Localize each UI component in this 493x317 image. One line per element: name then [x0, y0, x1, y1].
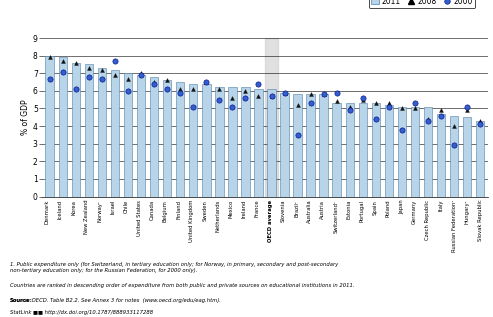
Text: StatLink ■■ http://dx.doi.org/10.1787/888933117288: StatLink ■■ http://dx.doi.org/10.1787/88… — [10, 310, 153, 315]
Y-axis label: % of GDP: % of GDP — [21, 100, 30, 135]
Text: OECD average: OECD average — [268, 200, 273, 242]
Bar — [176, 82, 184, 197]
Text: 1. Public expenditure only (for Switzerland, in tertiary education only; for Nor: 1. Public expenditure only (for Switzerl… — [10, 262, 338, 273]
Bar — [202, 84, 211, 197]
Text: Source:: Source: — [10, 298, 33, 303]
Bar — [189, 84, 198, 197]
Bar — [398, 107, 406, 197]
Text: Austria: Austria — [320, 200, 325, 219]
Bar — [358, 103, 367, 197]
Bar — [424, 107, 432, 197]
Text: Switzerland¹: Switzerland¹ — [333, 200, 339, 233]
Text: Korea: Korea — [71, 200, 76, 215]
Bar — [124, 73, 132, 197]
Bar — [241, 87, 249, 197]
Text: Israel: Israel — [110, 200, 115, 214]
Text: New Zealand: New Zealand — [84, 200, 89, 234]
Text: Estonia: Estonia — [347, 200, 352, 219]
Bar — [476, 121, 485, 197]
Bar — [307, 94, 315, 197]
Text: Brazil¹: Brazil¹ — [294, 200, 299, 217]
Text: Belgium: Belgium — [163, 200, 168, 222]
Text: Slovenia: Slovenia — [281, 200, 286, 222]
Text: Iceland: Iceland — [58, 200, 63, 219]
Bar — [71, 63, 80, 197]
Bar — [98, 68, 106, 197]
Bar — [163, 80, 172, 197]
Text: United Kingdom: United Kingdom — [189, 200, 194, 242]
Legend: 2011, 2008, 2000: 2011, 2008, 2000 — [369, 0, 475, 8]
Bar — [437, 114, 445, 197]
Bar — [267, 89, 276, 197]
Text: Source: OECD. Table B2.2. See Annex 3 for notes  (www.oecd.org/edu/eag.htm).: Source: OECD. Table B2.2. See Annex 3 fo… — [10, 298, 221, 303]
Bar — [450, 115, 458, 197]
Bar — [411, 107, 419, 197]
Bar — [372, 103, 380, 197]
Bar — [228, 87, 237, 197]
Bar — [150, 77, 158, 197]
Bar — [137, 75, 145, 197]
Text: Portugal: Portugal — [360, 200, 365, 222]
Text: Australia: Australia — [307, 200, 312, 223]
Bar — [111, 70, 119, 197]
Bar — [59, 57, 67, 197]
Text: Spain: Spain — [373, 200, 378, 215]
Text: Russian Federation¹: Russian Federation¹ — [452, 200, 457, 252]
Bar — [215, 87, 223, 197]
Text: Norway¹: Norway¹ — [97, 200, 102, 222]
Bar — [45, 56, 54, 197]
Text: Mexico: Mexico — [228, 200, 234, 218]
Text: Slovak Republic: Slovak Republic — [478, 200, 483, 242]
Text: Finland: Finland — [176, 200, 181, 219]
Text: Czech Republic: Czech Republic — [425, 200, 430, 240]
Text: Hungary¹: Hungary¹ — [465, 200, 470, 224]
Text: Chile: Chile — [124, 200, 129, 213]
Text: Countries are ranked in descending order of expenditure from both public and pri: Countries are ranked in descending order… — [10, 283, 354, 288]
Bar — [85, 64, 93, 197]
Bar — [281, 93, 289, 197]
Bar — [265, 38, 278, 197]
Bar — [385, 105, 393, 197]
Text: Netherlands: Netherlands — [215, 200, 220, 232]
Text: Japan: Japan — [399, 200, 404, 215]
Text: Denmark: Denmark — [45, 200, 50, 224]
Bar — [319, 94, 328, 197]
Text: Italy: Italy — [438, 200, 444, 211]
Bar — [346, 103, 354, 197]
Text: Sweden: Sweden — [202, 200, 207, 221]
Bar — [463, 117, 471, 197]
Text: France: France — [255, 200, 260, 217]
Text: Germany: Germany — [412, 200, 417, 224]
Bar — [332, 103, 341, 197]
Bar — [293, 94, 302, 197]
Bar — [254, 89, 263, 197]
Text: Canada: Canada — [150, 200, 155, 220]
Text: Poland: Poland — [386, 200, 391, 217]
Text: United States: United States — [137, 200, 141, 236]
Text: Ireland: Ireland — [242, 200, 246, 218]
